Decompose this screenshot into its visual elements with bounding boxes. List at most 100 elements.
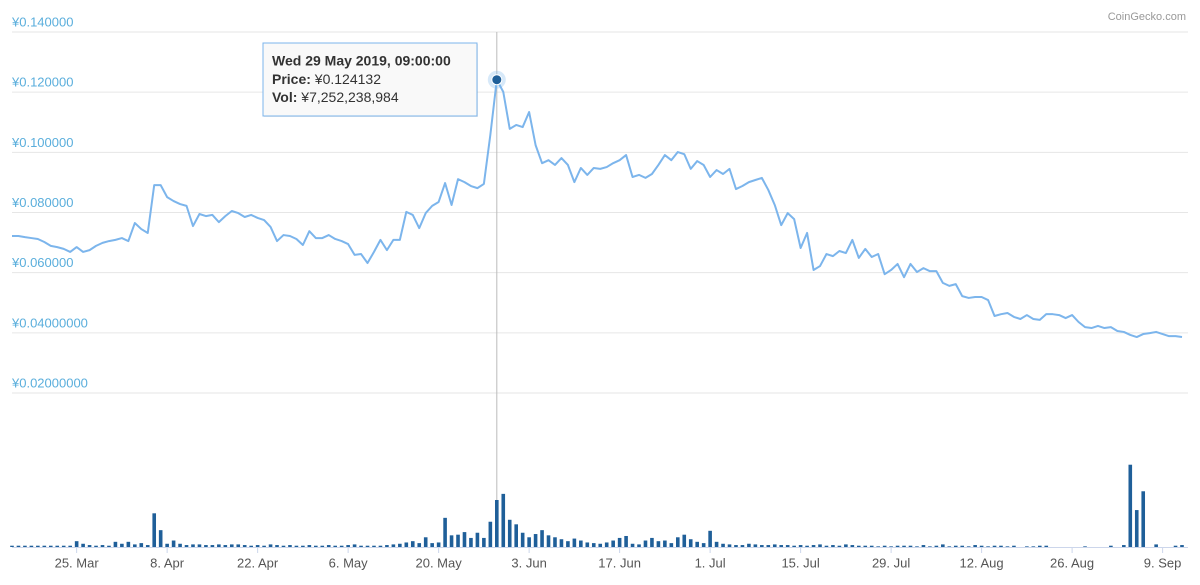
- volume-bar: [818, 544, 822, 547]
- volume-bar: [792, 545, 796, 547]
- volume-bar: [953, 545, 958, 547]
- volume-bar: [223, 545, 228, 547]
- volume-bar: [139, 543, 144, 547]
- volume-bar: [456, 534, 460, 547]
- volume-bar: [165, 543, 169, 547]
- volume-bar: [423, 537, 428, 547]
- volume-bar: [495, 500, 499, 547]
- volume-bar: [682, 534, 687, 547]
- volume-bar: [462, 532, 467, 547]
- volume-bar: [895, 545, 900, 547]
- volume-bar: [701, 543, 706, 547]
- volume-bar: [650, 537, 654, 547]
- volume-bar: [1083, 546, 1087, 547]
- volume-bar: [772, 544, 777, 547]
- x-tick-label: 22. Apr: [237, 555, 279, 570]
- volume-bar: [876, 546, 880, 547]
- volume-bar: [352, 544, 357, 547]
- volume-bar: [120, 543, 124, 547]
- volume-bar: [986, 546, 990, 547]
- volume-bar: [869, 545, 874, 547]
- volume-bar: [61, 545, 66, 547]
- volume-bar: [1122, 545, 1126, 547]
- volume-bar: [688, 539, 693, 547]
- volume-bar: [158, 530, 163, 547]
- volume-bar: [94, 545, 98, 547]
- tooltip-key: Vol:: [272, 89, 297, 105]
- volume-bar: [611, 540, 615, 547]
- volume-bar: [333, 545, 338, 547]
- volume-bar: [1037, 545, 1042, 547]
- volume-bar: [443, 517, 447, 547]
- volume-bar: [242, 545, 247, 547]
- volume-bar: [921, 545, 926, 547]
- volume-bar: [48, 545, 53, 547]
- volume-bar: [42, 545, 47, 547]
- volume-bar: [850, 545, 855, 547]
- tooltip-date: Wed 29 May 2019, 09:00:00: [272, 53, 451, 69]
- volume-bar: [559, 539, 564, 547]
- volume-bar: [1134, 510, 1139, 547]
- volume-bar: [87, 545, 92, 547]
- volume-bar: [113, 541, 118, 547]
- volume-bar: [1128, 464, 1133, 547]
- volume-bar: [747, 543, 751, 547]
- volume-bar: [882, 545, 887, 547]
- volume-bar: [262, 545, 266, 547]
- volume-bar: [546, 535, 551, 547]
- volume-bar: [229, 544, 234, 547]
- volume-bar: [579, 540, 583, 547]
- volume-bar: [727, 544, 732, 547]
- volume-bar: [1180, 545, 1184, 547]
- volume-bar: [475, 532, 480, 547]
- x-tick-label: 26. Aug: [1050, 555, 1094, 570]
- volume-bar: [1025, 546, 1029, 547]
- volume-bar: [676, 537, 680, 547]
- x-tick-label: 29. Jul: [872, 555, 910, 570]
- volume-bar: [798, 545, 803, 547]
- volume-bar: [436, 542, 441, 547]
- volume-bar: [908, 545, 913, 547]
- volume-bar: [540, 530, 544, 547]
- volume-bar: [326, 545, 331, 547]
- volume-bar: [197, 544, 202, 547]
- volume-bar: [410, 541, 415, 547]
- volume-bar: [126, 541, 131, 547]
- volume-bar: [204, 545, 208, 547]
- volume-bar: [624, 535, 628, 547]
- volume-bar: [469, 537, 473, 547]
- volume-bar: [100, 545, 105, 547]
- volume-bar: [236, 544, 241, 547]
- x-tick-label: 3. Jun: [511, 555, 546, 570]
- volume-bar: [811, 545, 816, 547]
- volume-bar: [320, 545, 325, 547]
- volume-bar: [449, 535, 454, 547]
- volume-bar: [760, 545, 764, 547]
- price-line: [12, 78, 1183, 339]
- volume-bar: [695, 541, 699, 547]
- y-tick-label: ¥0.140000: [11, 14, 73, 29]
- volume-bar: [36, 545, 40, 547]
- volume-bar: [637, 544, 641, 547]
- volume-bar: [249, 545, 253, 547]
- y-tick-label: ¥0.080000: [11, 195, 73, 210]
- volume-bar: [966, 546, 971, 547]
- volume-bar: [856, 545, 861, 547]
- volume-bar: [107, 545, 111, 547]
- y-tick-label: ¥0.02000000: [11, 375, 88, 390]
- volume-bar: [23, 545, 27, 547]
- tooltip-key: Price:: [272, 71, 311, 87]
- volume-bar: [669, 543, 674, 547]
- volume-bar: [1154, 544, 1158, 547]
- volume-bar: [255, 545, 260, 547]
- volume-bar: [346, 545, 350, 547]
- volume-bar: [941, 544, 945, 547]
- tooltip-value: ¥0.124132: [311, 71, 381, 87]
- volume-bar: [740, 545, 745, 547]
- volume-bar: [307, 545, 312, 547]
- volume-bar: [184, 545, 189, 547]
- volume-bar: [191, 544, 195, 547]
- x-tick-label: 1. Jul: [695, 555, 726, 570]
- volume-bar: [805, 545, 809, 547]
- tooltip-row: Vol: ¥7,252,238,984: [272, 89, 399, 105]
